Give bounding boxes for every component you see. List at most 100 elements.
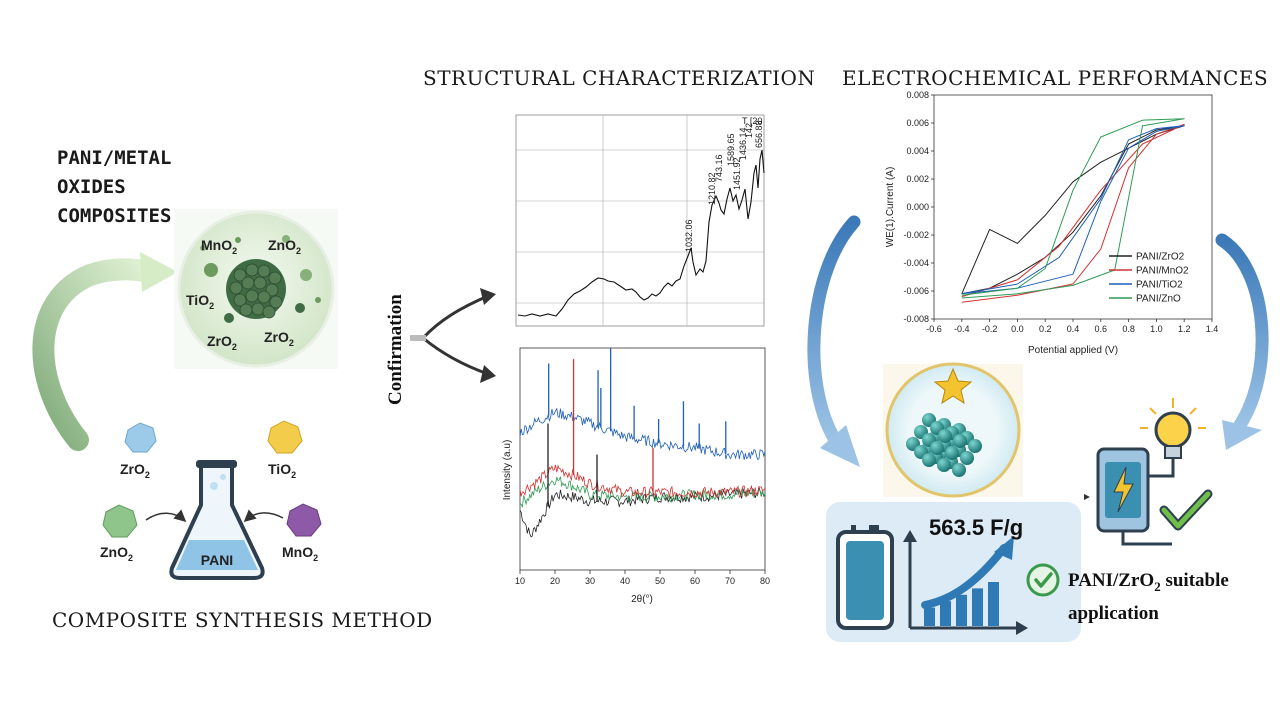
ftir-trace bbox=[517, 149, 765, 317]
xrd-x-tick-label: 80 bbox=[760, 576, 770, 586]
material-sphere bbox=[945, 446, 959, 460]
check-circle-icon bbox=[1026, 563, 1060, 597]
application-icon bbox=[1084, 398, 1213, 546]
xrd-x-axis-label: 2θ(°) bbox=[631, 594, 653, 605]
ftir-peak-label: 743.16 bbox=[714, 154, 724, 182]
cv-y-tick-label: -0.004 bbox=[903, 258, 929, 268]
cv-x-tick-label: -0.2 bbox=[982, 324, 998, 334]
material-sphere bbox=[930, 441, 944, 455]
growth-bar bbox=[972, 588, 983, 626]
cv-x-tick-label: 1.2 bbox=[1178, 324, 1191, 334]
mno2-to-flask-arrow bbox=[243, 509, 284, 522]
cv-legend-label: PANI/TiO2 bbox=[1136, 280, 1183, 291]
material-sphere bbox=[960, 451, 974, 465]
cv-x-tick-label: 0.0 bbox=[1011, 324, 1024, 334]
application-material: PANI/ZrO bbox=[1068, 570, 1155, 591]
specific-capacitance-value: 563.5 F/g bbox=[929, 515, 1024, 540]
application-suitable: suitable bbox=[1160, 570, 1229, 591]
composite-label-zno2: ZnO2 bbox=[268, 237, 301, 256]
xrd-y-axis-label: Intensity (a.u) bbox=[502, 440, 513, 501]
ftir-peak-label: 1032.06 bbox=[684, 219, 694, 252]
cv-y-axis-label: WE(1).Current (A) bbox=[885, 167, 896, 248]
composite-label-zro2-left: ZrO2 bbox=[207, 333, 237, 352]
growth-bar bbox=[956, 594, 967, 626]
cv-to-application-arrow bbox=[1215, 233, 1269, 450]
material-sphere bbox=[968, 439, 982, 453]
checkmark-badge-icon bbox=[1159, 489, 1213, 537]
ftir-peak-labels: 1032.06 1210.82 743.16 1451.92 1589.65 1… bbox=[684, 116, 764, 252]
cv-to-material-arrow bbox=[807, 215, 861, 467]
cv-x-tick-label: 1.4 bbox=[1206, 324, 1219, 334]
composites-heading: PANI/METAL OXIDES COMPOSITES bbox=[57, 144, 171, 231]
xrd-series-line bbox=[519, 407, 766, 460]
zno2-to-flask-arrow bbox=[145, 509, 187, 522]
cv-x-axis-label: Potential applied (V) bbox=[1028, 345, 1118, 356]
growth-bar bbox=[924, 607, 935, 626]
cv-series-line bbox=[961, 125, 1185, 295]
structural-characterization-heading: STRUCTURAL CHARACTERIZATION bbox=[423, 66, 816, 90]
cv-plot-area bbox=[933, 94, 1213, 320]
xrd-x-tick-label: 20 bbox=[550, 576, 560, 586]
synthesis-method-heading: COMPOSITE SYNTHESIS METHOD bbox=[52, 608, 433, 632]
composites-heading-line: PANI/METAL bbox=[57, 147, 172, 169]
xrd-series-line bbox=[519, 464, 766, 499]
cv-x-tick-label: 1.0 bbox=[1150, 324, 1163, 334]
cv-legend-label: PANI/ZrO2 bbox=[1136, 252, 1185, 263]
cv-y-tick-label: 0.006 bbox=[906, 118, 929, 128]
material-sphere bbox=[952, 463, 966, 477]
ftir-peak-label: T [20 bbox=[742, 116, 762, 126]
cv-curves-chart: -0.6 -0.4 -0.2 0.0 0.2 0.4 0.6 0.8 1.0 1.2 1.4 -0.0… bbox=[885, 90, 1219, 356]
application-text: PANI/ZrO2 suitable application bbox=[1068, 567, 1229, 627]
material-sphere bbox=[953, 434, 967, 448]
ftir-peak-label: 656.88 bbox=[754, 120, 764, 148]
material-sphere bbox=[937, 458, 951, 472]
ftir-peak-label: 1210.82 bbox=[707, 172, 717, 205]
cv-x-tick-label: -0.4 bbox=[954, 324, 970, 334]
tio2-precursor bbox=[267, 420, 303, 454]
battery-charge-icon bbox=[1096, 447, 1150, 533]
cv-x-tick-label: 0.6 bbox=[1095, 324, 1108, 334]
electrode-material-icon bbox=[883, 362, 1023, 498]
pani-flask-icon bbox=[169, 460, 265, 580]
synthesis-to-composite-arrow bbox=[32, 252, 178, 451]
xrd-series-line bbox=[519, 476, 766, 509]
ftir-peak-label: 1589.65 bbox=[726, 133, 736, 166]
cv-y-tick-label: -0.006 bbox=[903, 286, 929, 296]
xrd-x-tick-label: 50 bbox=[655, 576, 665, 586]
ftir-spectrum-chart bbox=[515, 114, 765, 327]
application-line-2: application bbox=[1068, 602, 1159, 624]
composite-label-mno2: MnO2 bbox=[201, 237, 237, 256]
composite-label-tio2: TiO2 bbox=[186, 292, 214, 311]
synthesis-label-zno2: ZnO2 bbox=[100, 544, 133, 563]
ftir-peak-label: 1451.92 bbox=[732, 157, 742, 190]
cv-y-tick-label: 0.008 bbox=[906, 90, 929, 100]
xrd-x-tick-label: 70 bbox=[725, 576, 735, 586]
xrd-x-tick-label: 60 bbox=[690, 576, 700, 586]
xrd-plot-area bbox=[519, 347, 766, 571]
ftir-grid bbox=[516, 115, 764, 326]
cv-x-tick-label: -0.6 bbox=[926, 324, 942, 334]
cv-x-tick-label: 0.4 bbox=[1067, 324, 1080, 334]
electrochemical-performances-heading: ELECTROCHEMICAL PERFORMANCES bbox=[842, 66, 1269, 90]
xrd-x-tick-label: 30 bbox=[585, 576, 595, 586]
cv-legend-label: PANI/MnO2 bbox=[1136, 266, 1189, 277]
confirmation-arrows bbox=[410, 288, 496, 383]
xrd-series-line bbox=[519, 485, 766, 538]
cv-series-line bbox=[961, 123, 1185, 303]
xrd-x-tick-label: 40 bbox=[620, 576, 630, 586]
cv-y-tick-label: 0.004 bbox=[906, 146, 929, 156]
flask-label: PANI bbox=[201, 552, 233, 568]
cv-series-line bbox=[961, 118, 1185, 299]
xrd-x-tick-label: 10 bbox=[515, 576, 525, 586]
synthesis-label-tio2: TiO2 bbox=[268, 461, 296, 480]
ftir-peak-label: 142 bbox=[744, 123, 754, 138]
material-sphere bbox=[938, 429, 952, 443]
cv-legend-label: PANI/ZnO bbox=[1136, 294, 1181, 305]
application-subscript: 2 bbox=[1154, 578, 1161, 594]
battery-icon bbox=[836, 525, 894, 630]
zro2-precursor bbox=[124, 422, 157, 453]
growth-bar bbox=[940, 601, 951, 626]
cv-y-tick-label: 0.002 bbox=[906, 174, 929, 184]
composites-heading-line: OXIDES bbox=[57, 176, 126, 198]
